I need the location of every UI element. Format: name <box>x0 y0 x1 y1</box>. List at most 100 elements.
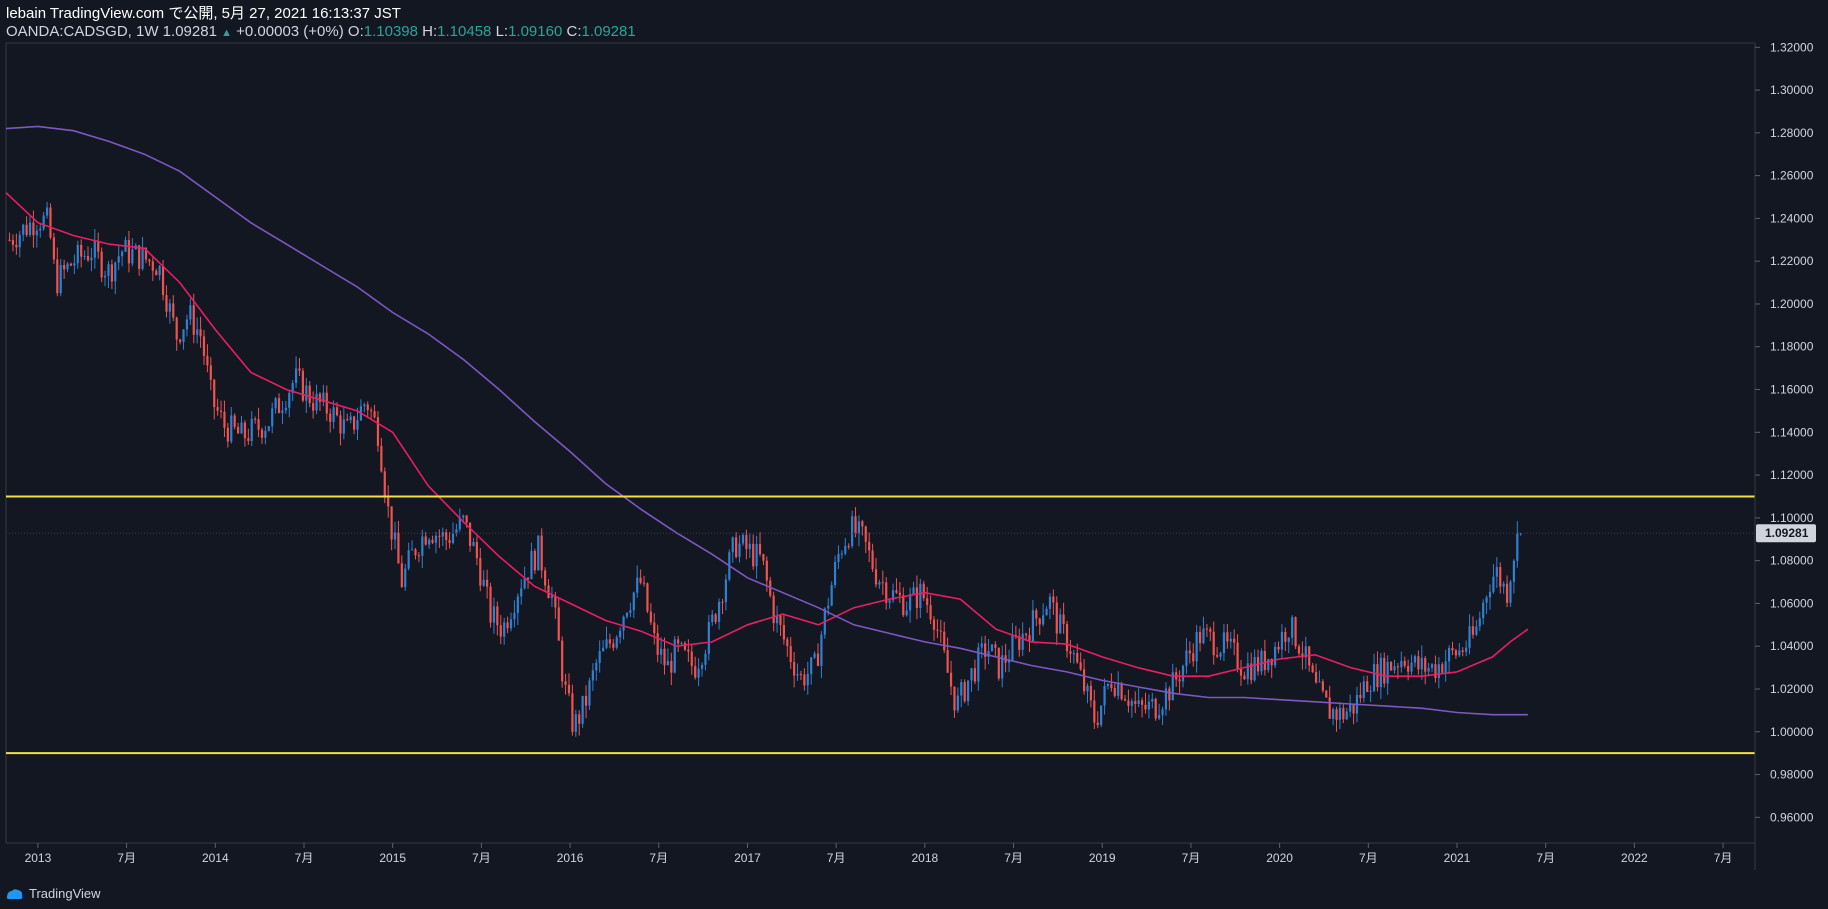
candle-body <box>1362 681 1365 699</box>
candle-body <box>1059 614 1062 634</box>
candle-body <box>642 582 646 584</box>
candle-body <box>97 240 100 252</box>
candle-body <box>250 418 253 441</box>
candle-body <box>1376 664 1379 688</box>
candle-body <box>161 266 165 296</box>
candle-body <box>537 535 540 571</box>
candle-body <box>407 550 410 569</box>
candle-body <box>417 555 420 557</box>
candle-body <box>63 264 66 270</box>
candle-body <box>649 611 652 623</box>
candle-body <box>1495 567 1498 577</box>
candle-body <box>185 319 189 330</box>
candle-body <box>301 370 305 401</box>
candle-body <box>533 551 536 571</box>
candle-body <box>434 535 438 543</box>
candle-body <box>1110 684 1113 689</box>
candle-body <box>66 263 69 270</box>
plot-area[interactable] <box>5 42 1756 844</box>
candle-body <box>833 561 837 585</box>
candle-body <box>915 587 919 608</box>
candle-body <box>168 303 171 312</box>
candle-body <box>738 543 741 558</box>
candle-body <box>994 644 997 648</box>
low-value: 1.09160 <box>508 23 563 40</box>
candle-body <box>8 239 11 241</box>
candle-body <box>1164 688 1168 710</box>
candle-body <box>953 686 956 711</box>
candle-body <box>236 426 240 434</box>
last-price-label: 1.09281 <box>1765 526 1809 540</box>
candle-body <box>1430 664 1434 668</box>
candle-body <box>1195 631 1198 662</box>
change-value: +0.00003 (+0%) <box>236 23 344 40</box>
candle-body <box>697 668 700 678</box>
candle-body <box>247 438 250 441</box>
candle-body <box>475 542 478 559</box>
symbol-line[interactable]: OANDA:CADSGD, 1W 1.09281 <box>6 23 217 40</box>
price-tick-label: 1.10000 <box>1770 511 1814 525</box>
time-tick-label: 2018 <box>911 851 938 865</box>
candle-body <box>775 615 779 624</box>
candle-body <box>520 588 523 597</box>
time-axis[interactable]: 2013 7月 2014 7月 2015 7月 2016 7月 2017 7月 2018 7月 2019… <box>25 843 1733 865</box>
low-label: L: <box>495 23 509 40</box>
price-axis[interactable]: 0.96000 0.98000 1.00000 1.02000 1.04000 1.060… <box>1755 40 1814 824</box>
candle-body <box>277 398 281 414</box>
candle-body <box>352 416 356 430</box>
candle-body <box>83 255 86 257</box>
candle-body <box>11 240 15 245</box>
candle-body <box>1072 653 1075 655</box>
candle-body <box>830 584 833 606</box>
candle-body <box>462 515 465 518</box>
candle-body <box>28 222 32 235</box>
candle-body <box>1274 646 1277 666</box>
candle-body <box>482 579 485 586</box>
candle-body <box>793 661 796 676</box>
candle-body <box>1502 583 1505 587</box>
candle-body <box>591 670 594 681</box>
candle-body <box>308 385 311 404</box>
candle-body <box>117 256 120 263</box>
symbol-info: OANDA:CADSGD, 1W 1.09281 ▲ +0.00003 (+0%… <box>6 23 636 42</box>
candle-body <box>1410 662 1413 672</box>
candle-body <box>523 577 526 589</box>
candle-body <box>909 594 912 611</box>
candle-body <box>1147 701 1150 710</box>
candle-body <box>1492 576 1495 592</box>
candle-body <box>492 606 496 623</box>
candle-body <box>554 595 557 608</box>
candle-body <box>1468 626 1471 648</box>
candle-body <box>1284 631 1287 642</box>
candle-body <box>1379 657 1382 688</box>
candle-body <box>717 601 721 622</box>
candle-body <box>202 336 206 356</box>
candle-body <box>932 619 936 630</box>
candle-body <box>144 247 148 260</box>
time-tick-label: 7月 <box>827 851 846 865</box>
high-label: H: <box>422 23 438 40</box>
candle-body <box>172 303 175 318</box>
candle-body <box>1198 631 1202 644</box>
candle-body <box>632 592 635 611</box>
candle-body <box>748 543 751 550</box>
candle-body <box>827 605 830 609</box>
candle-body <box>1444 661 1447 673</box>
candle-body <box>1393 666 1396 671</box>
candle-body <box>984 643 987 657</box>
price-tick-label: 1.06000 <box>1770 596 1814 610</box>
candle-body <box>1035 610 1038 619</box>
candle-body <box>851 516 854 547</box>
candle-body <box>1482 602 1485 619</box>
candle-body <box>1209 628 1212 632</box>
candle-body <box>281 410 284 414</box>
candle-body <box>213 379 216 408</box>
candle-body <box>1168 688 1171 701</box>
candle-body <box>49 207 52 238</box>
candle-body <box>1171 672 1174 701</box>
candle-body <box>1389 661 1393 671</box>
price-tick-label: 1.14000 <box>1770 425 1814 439</box>
candle-body <box>1154 698 1157 719</box>
candle-body <box>704 653 707 665</box>
